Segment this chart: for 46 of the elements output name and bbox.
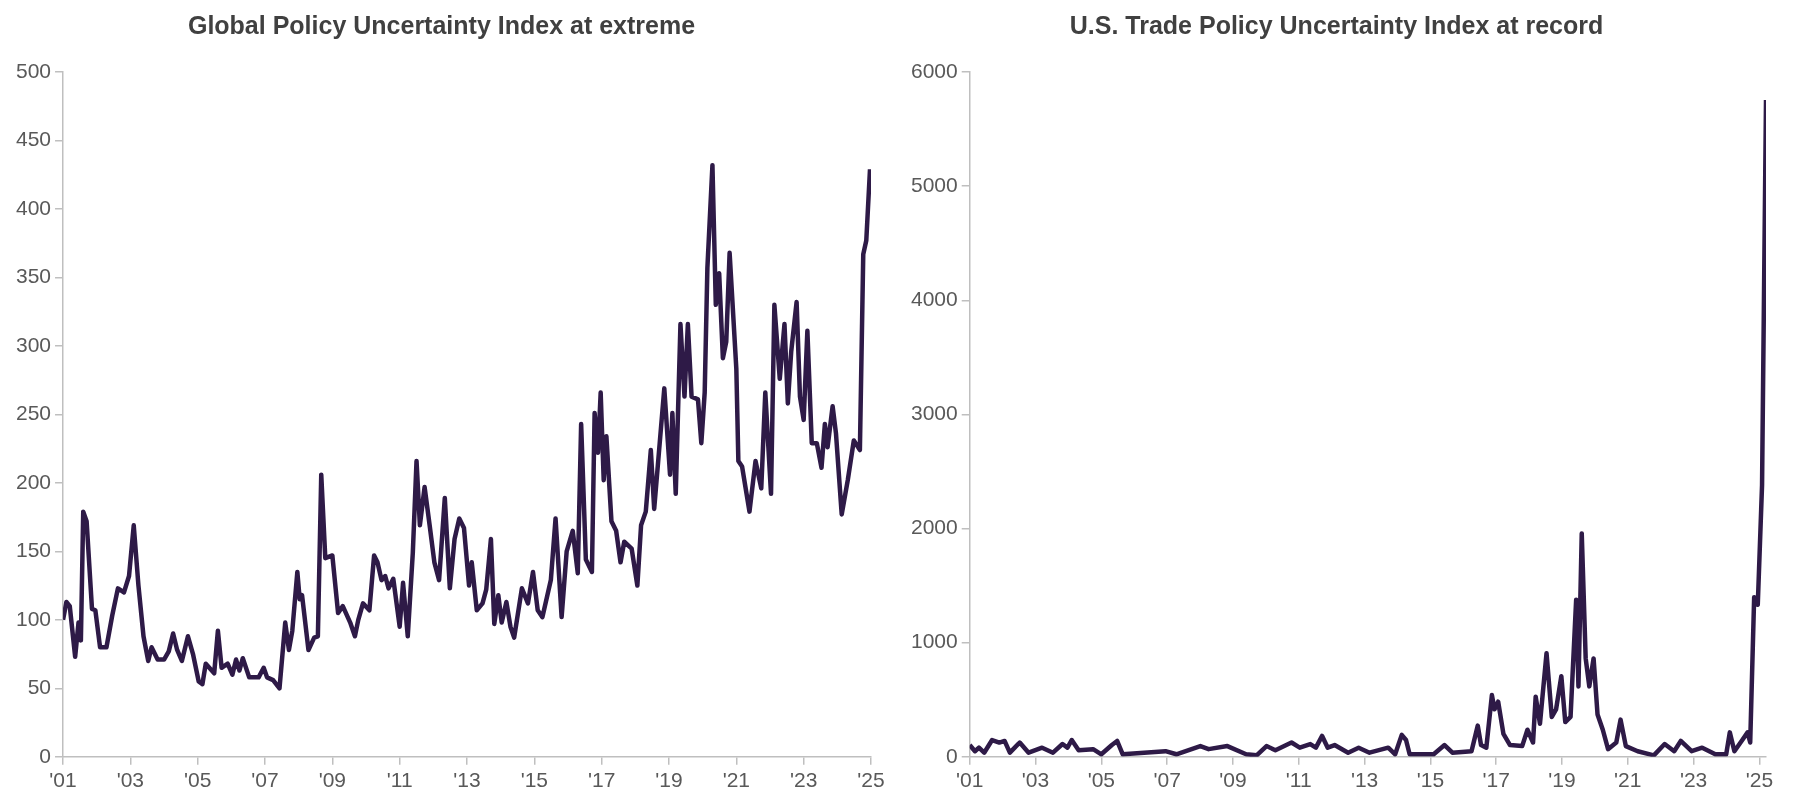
chart-title: Global Policy Uncertainty Index at extreme (187, 10, 696, 39)
x-tick-label: '11 (1285, 768, 1312, 792)
y-tick-label: 300 (15, 332, 52, 356)
y-tick-label: 3000 (911, 401, 958, 425)
x-tick-label: '03 (1021, 768, 1050, 792)
x-tick-label: '09 (318, 768, 347, 792)
x-tick-label: '03 (116, 768, 145, 792)
x-tick-label: '13 (1350, 768, 1379, 792)
y-tick-label: 150 (15, 538, 52, 562)
y-tick-label: 200 (15, 469, 52, 493)
y-tick-label: 5000 (911, 172, 958, 196)
y-tick-label: 6000 (911, 58, 958, 82)
x-tick-label: '25 (857, 768, 885, 792)
y-tick-label: 250 (15, 401, 52, 425)
y-tick-label: 400 (15, 195, 52, 219)
x-tick-label: '17 (1482, 768, 1510, 792)
y-tick-label: 0 (39, 743, 52, 767)
x-tick-label: '23 (1679, 768, 1708, 792)
y-tick-label: 1000 (911, 629, 958, 653)
x-tick-label: '21 (1614, 768, 1642, 792)
y-tick-label: 0 (946, 743, 958, 767)
y-tick-label: 350 (15, 264, 52, 288)
y-tick-label: 100 (15, 606, 52, 630)
y-tick-label: 2000 (911, 515, 958, 539)
x-tick-label: '05 (184, 768, 212, 792)
x-tick-label: '17 (587, 768, 616, 792)
x-tick-label: '09 (1219, 768, 1247, 792)
x-tick-label: '07 (1153, 768, 1181, 792)
x-tick-label: '19 (1548, 768, 1576, 792)
y-tick-label: 4000 (911, 287, 958, 311)
x-tick-label: '19 (655, 768, 683, 792)
x-tick-label: '13 (453, 768, 481, 792)
x-tick-label: '15 (1416, 768, 1445, 792)
y-tick-label: 450 (15, 127, 52, 151)
x-tick-label: '07 (251, 768, 279, 792)
x-tick-label: '01 (49, 768, 77, 792)
x-tick-label: '05 (1087, 768, 1116, 792)
y-tick-label: 500 (15, 58, 52, 82)
x-tick-label: '25 (1745, 768, 1774, 792)
x-tick-label: '23 (789, 768, 818, 792)
chart-title: U.S. Trade Policy Uncertainty Index at record (1069, 10, 1604, 39)
x-tick-label: '21 (722, 768, 751, 792)
x-tick-label: '01 (956, 768, 984, 792)
x-tick-label: '15 (520, 768, 549, 792)
y-tick-label: 50 (27, 675, 52, 699)
x-tick-label: '11 (386, 768, 413, 792)
